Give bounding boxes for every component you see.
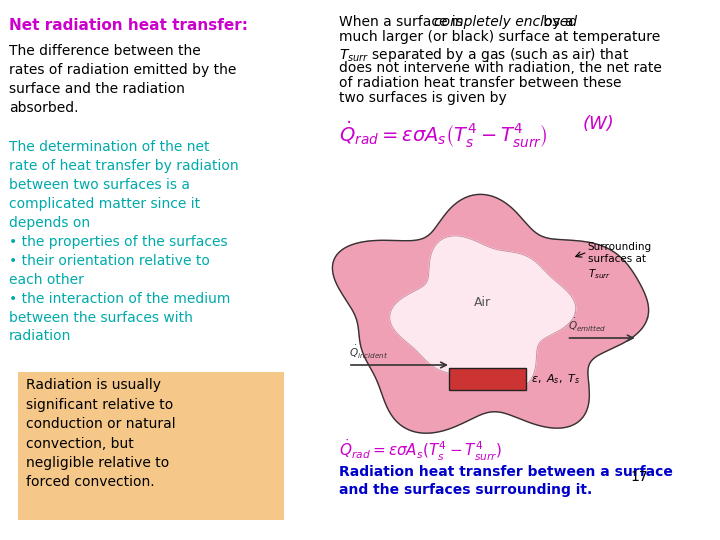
Text: (W): (W) xyxy=(583,115,615,133)
Text: by a: by a xyxy=(539,15,574,29)
Text: of radiation heat transfer between these: of radiation heat transfer between these xyxy=(339,76,621,90)
Bar xyxy=(449,368,526,390)
Text: Air: Air xyxy=(474,296,491,309)
Text: Radiation is usually
significant relative to
conduction or natural
convection, b: Radiation is usually significant relativ… xyxy=(25,378,175,489)
Text: Surrounding
surfaces at
$T_{surr}$: Surrounding surfaces at $T_{surr}$ xyxy=(588,242,652,281)
Text: Radiation heat transfer between a surface
and the surfaces surrounding it.: Radiation heat transfer between a surfac… xyxy=(339,465,672,497)
Text: When a surface is: When a surface is xyxy=(339,15,467,29)
Text: $\varepsilon,\ A_s,\ T_s$: $\varepsilon,\ A_s,\ T_s$ xyxy=(531,372,580,386)
Text: $\dot{Q}_{incident}$: $\dot{Q}_{incident}$ xyxy=(349,344,389,361)
FancyBboxPatch shape xyxy=(18,372,284,520)
Text: two surfaces is given by: two surfaces is given by xyxy=(339,91,507,105)
Text: $\dot{Q}_{rad} = \varepsilon\sigma A_s \left(T_s^4 - T_{surr}^4\right)$: $\dot{Q}_{rad} = \varepsilon\sigma A_s \… xyxy=(339,120,547,150)
Text: completely enclosed: completely enclosed xyxy=(433,15,577,29)
Text: much larger (or black) surface at temperature: much larger (or black) surface at temper… xyxy=(339,30,660,44)
Text: $\dot{Q}_{emitted}$: $\dot{Q}_{emitted}$ xyxy=(568,317,607,334)
Polygon shape xyxy=(333,194,649,433)
Text: does not intervene with radiation, the net rate: does not intervene with radiation, the n… xyxy=(339,61,662,75)
Text: The determination of the net
rate of heat transfer by radiation
between two surf: The determination of the net rate of hea… xyxy=(9,140,239,343)
Polygon shape xyxy=(390,236,576,390)
Text: 17: 17 xyxy=(631,470,649,484)
Text: The difference between the
rates of radiation emitted by the
surface and the rad: The difference between the rates of radi… xyxy=(9,44,236,115)
Text: $\dot{Q}_{rad} = \varepsilon\sigma A_s(T_s^4 - T_{surr}^4)$: $\dot{Q}_{rad} = \varepsilon\sigma A_s(T… xyxy=(339,438,502,463)
Text: Net radiation heat transfer:: Net radiation heat transfer: xyxy=(9,18,248,33)
Text: $T_{surr}$ separated by a gas (such as air) that: $T_{surr}$ separated by a gas (such as a… xyxy=(339,46,629,64)
